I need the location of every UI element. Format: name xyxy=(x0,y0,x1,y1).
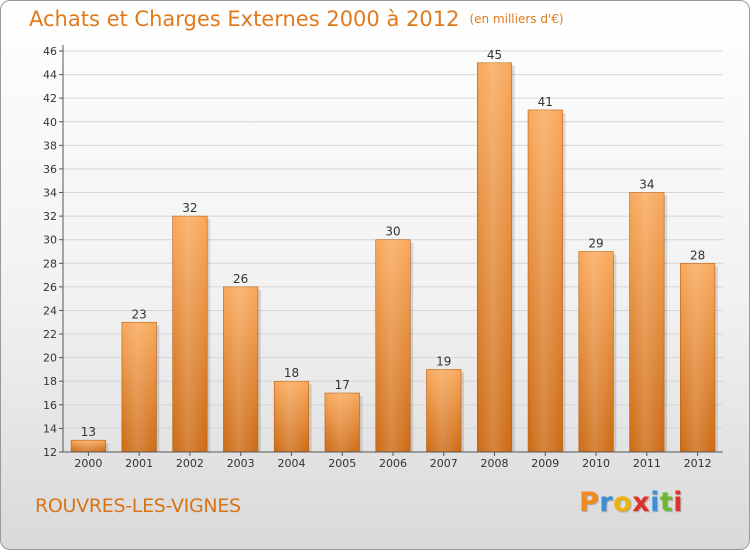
bar-highlight xyxy=(528,109,563,453)
y-tick-label: 46 xyxy=(43,45,57,58)
y-tick-label: 18 xyxy=(43,375,57,388)
logo-letter: t xyxy=(659,487,674,518)
y-tick-label: 40 xyxy=(43,116,57,129)
title-text: Achats et Charges Externes 2000 à 2012 xyxy=(29,7,460,31)
chart-title: Achats et Charges Externes 2000 à 2012 (e… xyxy=(29,7,564,31)
bar-highlight xyxy=(324,393,360,452)
y-tick-label: 34 xyxy=(43,187,57,200)
bar-highlight xyxy=(274,381,309,452)
data-label: 26 xyxy=(233,272,248,286)
y-tick-label: 30 xyxy=(43,234,57,247)
logo-letter: r xyxy=(599,487,614,518)
y-tick-label: 20 xyxy=(43,352,57,365)
logo-letter: o xyxy=(613,487,633,518)
data-label: 13 xyxy=(81,425,96,439)
logo-letter: i xyxy=(673,487,684,518)
x-tick-label: 2003 xyxy=(227,457,255,470)
logo-letter: P xyxy=(579,487,600,518)
data-label: 30 xyxy=(385,225,400,239)
x-tick-label: 2000 xyxy=(74,457,102,470)
bar-highlight xyxy=(172,216,208,452)
data-label: 41 xyxy=(538,95,553,109)
data-label: 23 xyxy=(132,307,147,321)
y-tick-label: 12 xyxy=(43,446,57,459)
bar-highlight xyxy=(680,263,715,452)
x-tick-label: 2010 xyxy=(582,457,610,470)
data-label: 45 xyxy=(487,48,502,62)
title-unit: (en milliers d'€) xyxy=(469,12,564,26)
data-label: 32 xyxy=(182,201,197,215)
data-label: 29 xyxy=(588,237,603,251)
data-label: 17 xyxy=(335,378,350,392)
y-tick-label: 22 xyxy=(43,328,57,341)
x-tick-label: 2005 xyxy=(328,457,356,470)
bar-highlight xyxy=(375,239,411,452)
y-tick-label: 32 xyxy=(43,210,57,223)
bar-highlight xyxy=(223,286,258,452)
x-tick-label: 2009 xyxy=(531,457,559,470)
bar-highlight xyxy=(477,62,512,452)
commune-name: ROUVRES-LES-VIGNES xyxy=(35,495,241,517)
proxiti-logo: Proxiti xyxy=(579,487,683,518)
y-tick-label: 24 xyxy=(43,304,57,317)
bar-highlight xyxy=(578,251,614,452)
data-label: 28 xyxy=(690,248,705,262)
y-tick-label: 26 xyxy=(43,281,57,294)
y-tick-label: 44 xyxy=(43,69,57,82)
data-label: 18 xyxy=(284,366,299,380)
y-tick-label: 42 xyxy=(43,92,57,105)
x-tick-label: 2004 xyxy=(277,457,305,470)
bars: 13 23 32 26 18 17 30 19 45 41 29 34 28 xyxy=(70,48,718,453)
x-tick-label: 2002 xyxy=(176,457,204,470)
bar-highlight xyxy=(121,322,157,452)
logo-letter: x xyxy=(632,487,651,518)
y-tick-label: 36 xyxy=(43,163,57,176)
data-label: 34 xyxy=(639,178,654,192)
axes: 12 14 16 18 20 22 24 26 28 30 32 34 36 38 40 42 44 46 2000… xyxy=(43,45,723,470)
y-tick-label: 14 xyxy=(43,422,57,435)
x-tick-label: 2007 xyxy=(430,457,458,470)
data-label: 19 xyxy=(436,354,451,368)
y-tick-label: 16 xyxy=(43,399,57,412)
x-tick-label: 2006 xyxy=(379,457,407,470)
y-tick-label: 38 xyxy=(43,139,57,152)
bar-highlight xyxy=(71,440,106,452)
logo-letter: i xyxy=(650,487,660,518)
x-tick-label: 2012 xyxy=(684,457,712,470)
x-tick-label: 2001 xyxy=(125,457,153,470)
bar-highlight xyxy=(629,192,665,452)
bar-highlight xyxy=(426,369,462,452)
y-tick-label: 28 xyxy=(43,257,57,270)
x-tick-label: 2011 xyxy=(633,457,661,470)
x-tick-label: 2008 xyxy=(481,457,509,470)
